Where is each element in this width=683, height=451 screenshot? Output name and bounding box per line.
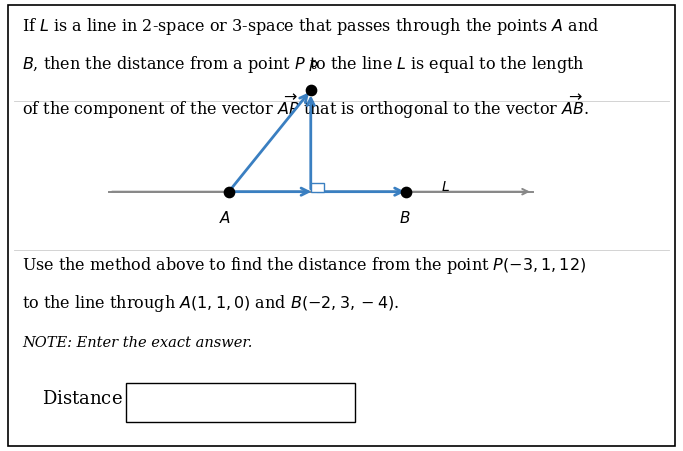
- Bar: [311, 183, 324, 192]
- Text: NOTE: Enter the exact answer.: NOTE: Enter the exact answer.: [22, 336, 252, 350]
- Text: $B$: $B$: [399, 210, 410, 226]
- Text: of the component of the vector $\overrightarrow{AP}$ that is orthogonal to the v: of the component of the vector $\overrig…: [22, 92, 589, 121]
- Text: to the line through $A(1, 1, 0)$ and $B(-2, 3, -4)$.: to the line through $A(1, 1, 0)$ and $B(…: [22, 293, 399, 314]
- Point: [401, 188, 412, 195]
- Point: [305, 87, 316, 94]
- Text: $B$, then the distance from a point $P$ to the line $L$ is equal to the length: $B$, then the distance from a point $P$ …: [22, 54, 585, 75]
- Text: $A$: $A$: [219, 210, 232, 226]
- FancyBboxPatch shape: [126, 383, 355, 422]
- Text: Distance $=$: Distance $=$: [42, 390, 146, 408]
- Text: $P$: $P$: [307, 60, 318, 74]
- Point: [223, 188, 234, 195]
- Text: $L$: $L$: [441, 180, 449, 194]
- Text: Use the method above to find the distance from the point $P(-3, 1, 12)$: Use the method above to find the distanc…: [22, 255, 586, 276]
- Text: If $L$ is a line in 2-space or 3-space that passes through the points $A$ and: If $L$ is a line in 2-space or 3-space t…: [22, 16, 599, 37]
